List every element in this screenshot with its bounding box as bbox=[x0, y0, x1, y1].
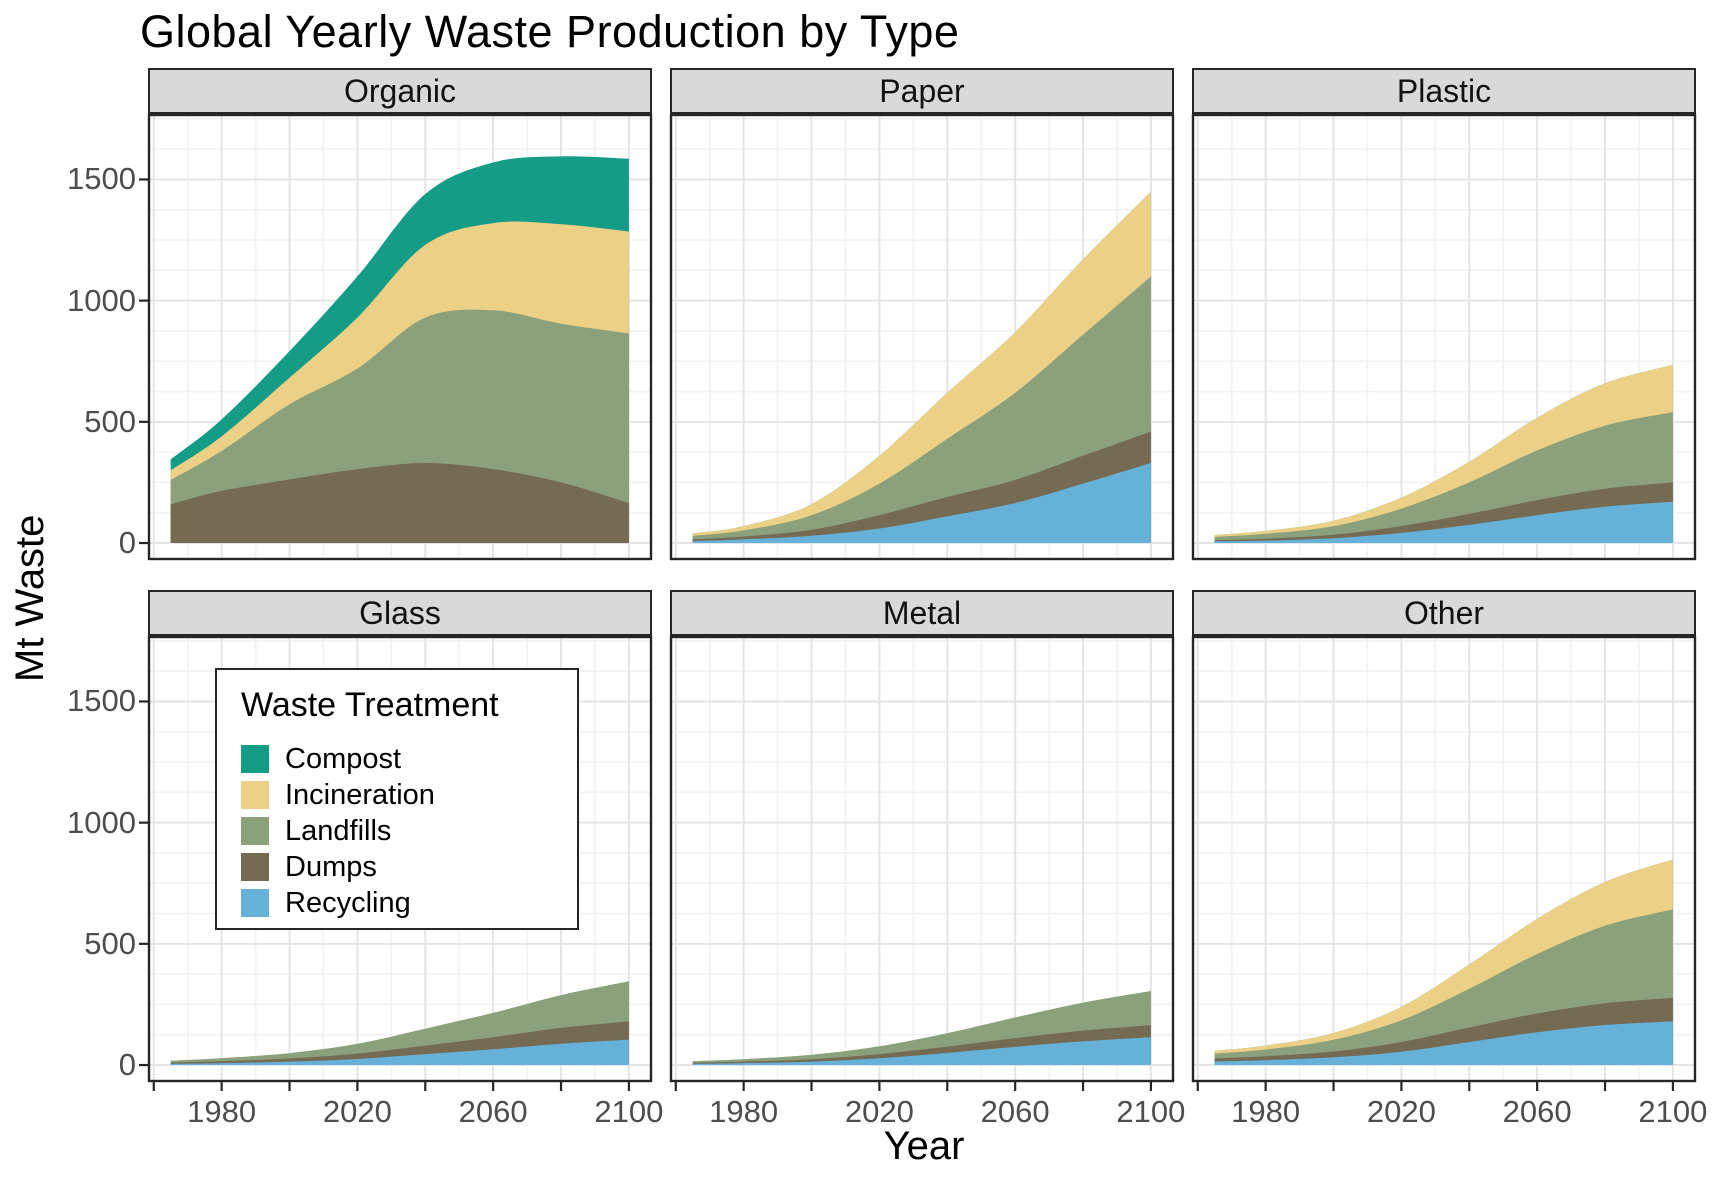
x-tick-label: 2020 bbox=[1366, 1094, 1436, 1129]
facet-strip-other: Other bbox=[1192, 590, 1696, 636]
facet-other: Other bbox=[1191, 590, 1697, 1091]
y-tick-label: 500 bbox=[84, 403, 136, 439]
recycling-swatch-icon bbox=[241, 889, 269, 917]
y-tick-label: 1500 bbox=[67, 683, 136, 719]
x-tick-label: 1980 bbox=[1231, 1094, 1301, 1129]
x-axis-title: Year bbox=[883, 1124, 965, 1168]
legend-label: Dumps bbox=[285, 851, 377, 883]
facet-strip-organic: Organic bbox=[148, 68, 652, 114]
legend-entry-compost: Compost bbox=[241, 741, 577, 777]
legend-label: Incineration bbox=[285, 779, 435, 811]
area-recycling bbox=[170, 1039, 629, 1065]
x-tick-label: 2100 bbox=[1638, 1094, 1708, 1129]
y-axis-title: Mt Waste bbox=[8, 514, 52, 682]
x-tick-label: 1980 bbox=[709, 1094, 779, 1129]
facet-plastic: Plastic bbox=[1191, 68, 1697, 561]
x-tick-label: 2060 bbox=[1502, 1094, 1572, 1129]
facet-strip-label: Other bbox=[1403, 594, 1485, 631]
facet-panel-other bbox=[1191, 635, 1697, 1091]
x-tick-label: 2060 bbox=[980, 1094, 1050, 1129]
area-recycling bbox=[692, 1037, 1151, 1065]
y-tick-label: 1000 bbox=[67, 282, 136, 318]
facet-paper: Paper bbox=[669, 68, 1175, 561]
facet-panel-organic bbox=[139, 113, 653, 561]
y-tick-label: 1000 bbox=[67, 804, 136, 840]
area-recycling bbox=[1214, 1021, 1673, 1065]
y-tick-label: 1500 bbox=[67, 161, 136, 197]
chart-title: Global Yearly Waste Production by Type bbox=[140, 6, 960, 57]
legend-entry-landfills: Landfills bbox=[241, 813, 577, 849]
legend-label: Recycling bbox=[285, 887, 411, 919]
legend-title: Waste Treatment bbox=[241, 686, 499, 724]
facet-panel-metal bbox=[669, 635, 1175, 1091]
x-tick-label: 2100 bbox=[594, 1094, 664, 1129]
x-tick-label: 2020 bbox=[844, 1094, 914, 1129]
area-recycling bbox=[1214, 501, 1673, 543]
legend: Waste Treatment Compost Incineration Lan… bbox=[215, 668, 579, 930]
facet-panel-plastic bbox=[1191, 113, 1697, 561]
facet-strip-label: Organic bbox=[343, 72, 457, 109]
incineration-swatch-icon bbox=[241, 781, 269, 809]
facet-strip-label: Paper bbox=[879, 72, 965, 109]
area-recycling bbox=[692, 463, 1151, 543]
facet-strip-label: Metal bbox=[882, 594, 962, 631]
x-tick-label: 2100 bbox=[1116, 1094, 1186, 1129]
x-tick-label: 1980 bbox=[187, 1094, 257, 1129]
legend-entry-dumps: Dumps bbox=[241, 849, 577, 885]
facet-strip-metal: Metal bbox=[670, 590, 1174, 636]
legend-entry-incineration: Incineration bbox=[241, 777, 577, 813]
area-dumps bbox=[170, 463, 629, 543]
facet-strip-paper: Paper bbox=[670, 68, 1174, 114]
y-tick-label: 0 bbox=[118, 1047, 136, 1083]
y-tick-label: 500 bbox=[84, 925, 136, 961]
compost-swatch-icon bbox=[241, 745, 269, 773]
facet-metal: Metal bbox=[669, 590, 1175, 1091]
x-tick-label: 2060 bbox=[458, 1094, 528, 1129]
facet-strip-label: Glass bbox=[359, 594, 441, 631]
legend-entry-recycling: Recycling bbox=[241, 885, 577, 921]
dumps-swatch-icon bbox=[241, 853, 269, 881]
landfills-swatch-icon bbox=[241, 817, 269, 845]
legend-label: Landfills bbox=[285, 815, 392, 847]
y-tick-label: 0 bbox=[118, 525, 136, 561]
x-tick-label: 2020 bbox=[322, 1094, 392, 1129]
facet-strip-label: Plastic bbox=[1396, 72, 1492, 109]
facet-strip-glass: Glass bbox=[148, 590, 652, 636]
facet-organic: Organic bbox=[139, 68, 653, 561]
legend-label: Compost bbox=[285, 743, 402, 775]
facet-panel-paper bbox=[669, 113, 1175, 561]
facet-strip-plastic: Plastic bbox=[1192, 68, 1696, 114]
